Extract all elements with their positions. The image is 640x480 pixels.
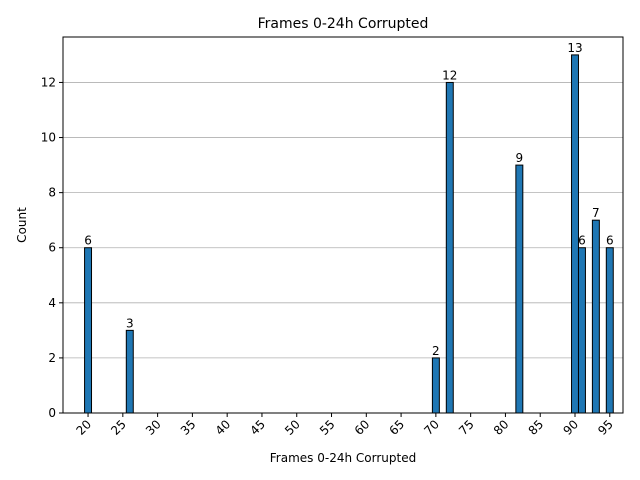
data-label: 9 <box>516 151 524 165</box>
x-tick-label: 30 <box>143 417 164 438</box>
x-tick-label: 80 <box>491 417 512 438</box>
grid-lines <box>63 82 623 359</box>
y-tick-label: 6 <box>48 241 56 255</box>
x-tick-label: 55 <box>317 417 338 438</box>
y-tick-label: 10 <box>41 131 56 145</box>
bar <box>591 219 600 414</box>
x-tick-label: 70 <box>421 417 442 438</box>
y-tick-label: 2 <box>48 351 56 365</box>
x-tick-label: 20 <box>73 417 94 438</box>
x-tick-label: 85 <box>526 417 547 438</box>
x-tick-label: 60 <box>352 417 373 438</box>
data-label: 6 <box>578 234 586 248</box>
x-tick-label: 95 <box>595 417 616 438</box>
x-tick-label: 35 <box>178 417 199 438</box>
data-label: 12 <box>442 68 457 82</box>
y-tick-label: 8 <box>48 186 56 200</box>
y-tick-label: 4 <box>48 296 56 310</box>
data-label: 6 <box>606 234 614 248</box>
data-label: 2 <box>432 344 440 358</box>
y-tick-label: 12 <box>41 75 56 89</box>
y-tick-label: 0 <box>48 406 56 420</box>
bars <box>84 54 614 414</box>
bar <box>445 81 454 414</box>
x-tick-label: 50 <box>282 417 303 438</box>
x-axis-ticks: 20 25 30 35 40 45 50 55 60 65 70 75 80 85 90 95 <box>73 413 616 438</box>
data-label: 6 <box>84 234 92 248</box>
chart-title: Frames 0-24h Corrupted <box>258 16 429 32</box>
data-label: 7 <box>592 206 600 220</box>
x-tick-label: 75 <box>456 417 477 438</box>
bar <box>84 247 93 414</box>
bar <box>431 357 440 414</box>
plot-frame <box>62 36 624 414</box>
x-tick-label: 40 <box>213 417 234 438</box>
data-label: 3 <box>126 316 134 330</box>
bar <box>577 247 586 414</box>
x-tick-label: 65 <box>387 417 408 438</box>
x-axis-label: Frames 0-24h Corrupted <box>270 451 416 465</box>
y-axis-ticks: 0 2 4 6 8 10 12 <box>41 75 63 420</box>
x-tick-label: 90 <box>560 417 581 438</box>
bar <box>515 164 524 414</box>
x-tick-label: 25 <box>108 417 129 438</box>
data-label: 13 <box>567 41 582 55</box>
x-tick-label: 45 <box>247 417 268 438</box>
y-axis-label: Count <box>15 207 29 243</box>
bar <box>125 329 134 414</box>
bar <box>605 247 614 414</box>
